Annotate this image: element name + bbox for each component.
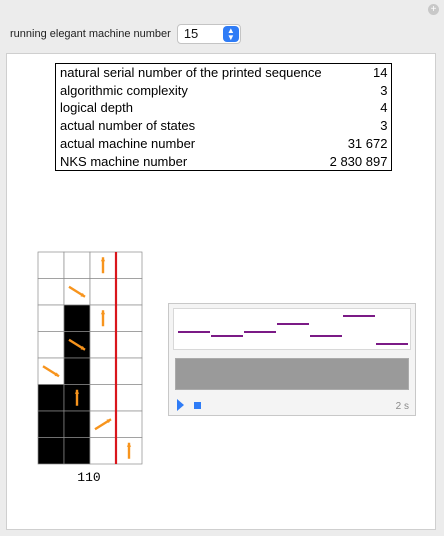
tape-cell — [37, 384, 65, 412]
tape-cell — [89, 384, 117, 412]
info-label: actual number of states — [60, 118, 196, 134]
head-arrow-icon — [42, 365, 60, 378]
machine-number-value: 15 — [183, 26, 199, 41]
sound-progress-bar[interactable] — [175, 358, 409, 390]
tape-cell — [89, 437, 117, 465]
tape-cell — [37, 331, 65, 359]
head-arrow-icon — [100, 310, 106, 327]
machine-number-label: running elegant machine number — [10, 28, 171, 40]
head-arrow-icon — [126, 442, 132, 459]
machine-info-table: natural serial number of the printed seq… — [55, 63, 393, 172]
machine-number-select[interactable]: 15 ▲ ▼ — [176, 24, 241, 44]
evolution-grid — [37, 251, 143, 465]
info-row: NKS machine number 2 830 897 — [56, 153, 392, 171]
info-value: 14 — [372, 65, 388, 80]
tape-cell — [115, 357, 143, 385]
info-value: 3 — [380, 118, 388, 134]
head-arrow-icon — [100, 257, 106, 274]
tape-cell — [63, 357, 91, 385]
info-label: logical depth — [60, 100, 133, 116]
plus-circle-icon[interactable]: + — [428, 4, 439, 15]
tape-cell — [63, 410, 91, 438]
tape-cell — [115, 278, 143, 306]
tape-cell — [89, 357, 117, 385]
output-tape-label: 110 — [77, 470, 101, 485]
tape-cell — [37, 410, 65, 438]
info-value: 4 — [380, 100, 388, 116]
sound-duration: 2 s — [395, 401, 409, 412]
head-arrow-icon — [94, 418, 112, 431]
info-label: NKS machine number — [60, 153, 188, 169]
sound-player[interactable]: 2 s — [168, 303, 416, 416]
tape-cell — [37, 251, 65, 279]
chevron-down-icon: ▼ — [226, 33, 235, 42]
info-row: logical depth 4 — [56, 99, 392, 117]
turing-machine-evolution — [37, 251, 147, 474]
note-sequence — [178, 315, 408, 345]
info-label: actual machine number — [60, 135, 196, 151]
head-arrow-icon — [68, 338, 86, 351]
tape-cell — [115, 410, 143, 438]
info-value: 31 672 — [347, 135, 388, 151]
output-panel: natural serial number of the printed seq… — [6, 53, 436, 530]
tape-cell — [37, 437, 65, 465]
tape-cell — [63, 437, 91, 465]
head-arrow-icon — [68, 285, 86, 298]
stop-icon[interactable] — [194, 402, 201, 409]
tape-cell — [63, 304, 91, 332]
tape-cell — [37, 304, 65, 332]
up-down-chevron-icon[interactable]: ▲ ▼ — [222, 26, 239, 42]
info-row: actual number of states 3 — [56, 117, 392, 135]
play-icon[interactable] — [177, 399, 184, 411]
tape-cell — [115, 331, 143, 359]
info-row: actual machine number 31 672 — [56, 135, 392, 153]
info-value: 2 830 897 — [329, 153, 388, 169]
tape-cell — [89, 278, 117, 306]
info-value: 3 — [380, 82, 388, 98]
machine-number-control: running elegant machine number 15 ▲ ▼ — [10, 24, 241, 44]
sound-waveform-preview — [173, 308, 411, 350]
chevron-up-icon: ▲ — [226, 26, 235, 35]
tape-cell — [115, 384, 143, 412]
tape-cell — [115, 304, 143, 332]
info-label: natural serial number of the printed seq… — [60, 65, 322, 80]
info-row: natural serial number of the printed seq… — [56, 64, 392, 82]
tape-cell — [89, 331, 117, 359]
info-label: algorithmic complexity — [60, 82, 188, 98]
tape-cell — [63, 251, 91, 279]
tape-cell — [37, 278, 65, 306]
head-arrow-icon — [74, 389, 80, 406]
tape-cell — [115, 251, 143, 279]
info-row: algorithmic complexity 3 — [56, 82, 392, 100]
